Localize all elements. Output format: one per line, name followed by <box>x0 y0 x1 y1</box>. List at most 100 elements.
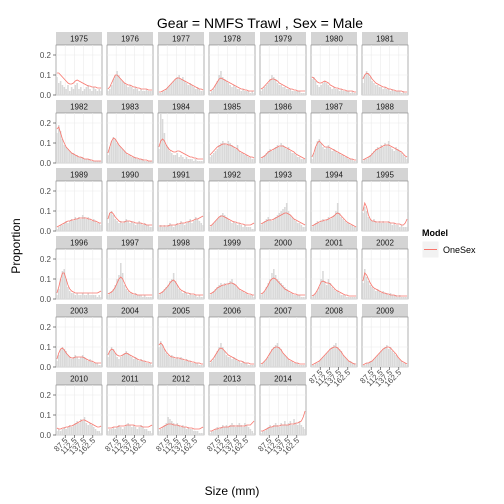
bar-observed <box>118 275 120 299</box>
bar-observed <box>276 215 279 231</box>
bar-observed <box>145 297 148 299</box>
y-tick-label: 0.0 <box>40 431 52 440</box>
bar-observed <box>194 431 197 435</box>
panel-2011: 2011 <box>106 372 154 436</box>
bar-observed <box>67 427 69 435</box>
bar-observed <box>245 155 248 163</box>
bar-observed <box>367 217 370 231</box>
bar-observed <box>225 81 228 95</box>
bar-observed <box>280 349 282 367</box>
bar-observed <box>171 279 173 299</box>
bar-observed <box>240 425 242 435</box>
panel-strip-label: 2003 <box>70 307 88 316</box>
bar-observed <box>349 225 352 231</box>
bar-observed <box>347 159 350 163</box>
bar-observed <box>125 219 128 231</box>
bar-observed <box>344 157 346 163</box>
panel-strip-label: 1992 <box>223 171 241 180</box>
bar-observed <box>375 357 377 367</box>
bar-observed <box>253 365 255 367</box>
bar-observed <box>210 293 213 299</box>
bar-observed <box>395 295 397 299</box>
bar-observed <box>244 155 246 163</box>
bar-observed <box>386 223 388 231</box>
bar-observed <box>57 227 60 231</box>
bar-observed <box>145 363 148 367</box>
y-tick-label: 0.2 <box>40 187 52 196</box>
bar-observed <box>180 79 182 95</box>
bar-observed <box>387 349 390 367</box>
bar-observed <box>67 287 69 299</box>
bar-observed <box>406 297 408 299</box>
bar-observed <box>273 219 275 231</box>
line-predicted-onesex <box>158 279 204 296</box>
panel-1984: 1984 <box>157 100 205 164</box>
line-predicted-onesex <box>362 201 408 226</box>
bar-observed <box>231 279 233 299</box>
bar-observed <box>178 225 180 231</box>
bar-observed <box>278 427 281 435</box>
bar-observed <box>311 365 313 367</box>
panel-strip <box>362 236 408 249</box>
bar-observed <box>67 355 69 367</box>
bar-observed <box>223 283 226 299</box>
bar-observed <box>169 357 171 367</box>
bar-observed <box>189 83 191 95</box>
bar-observed <box>81 157 84 163</box>
bar-observed <box>185 157 188 163</box>
bar-observed <box>220 215 222 231</box>
bar-observed <box>161 91 164 95</box>
bar-observed <box>367 157 370 163</box>
bar-observed <box>338 213 341 231</box>
bar-observed <box>143 429 146 435</box>
bar-observed <box>159 293 162 299</box>
panel-strip-label: 2010 <box>70 375 88 384</box>
bar-observed <box>59 81 62 95</box>
bar-observed <box>108 89 111 95</box>
bar-observed <box>300 93 303 95</box>
bar-observed <box>123 221 126 231</box>
bar-observed <box>400 361 403 367</box>
bar-observed <box>404 297 407 299</box>
bar-observed <box>363 269 366 299</box>
bar-observed <box>285 203 288 231</box>
bar-observed <box>234 285 237 299</box>
bar-observed <box>158 149 160 163</box>
bar-observed <box>233 85 235 95</box>
bar-observed <box>180 427 182 435</box>
panel-2014: 2014 <box>259 372 307 436</box>
panel-strip <box>56 168 102 181</box>
panel-1988: 1988 <box>361 100 409 164</box>
bar-observed <box>391 225 394 231</box>
bar-observed <box>373 151 375 163</box>
bar-observed <box>94 429 97 435</box>
bar-observed <box>274 423 277 435</box>
bar-observed <box>209 433 211 435</box>
bar-observed <box>227 283 230 299</box>
bar-observed <box>333 215 335 231</box>
bar-observed <box>210 91 213 95</box>
bar-observed <box>384 347 386 367</box>
bar-observed <box>282 87 284 95</box>
bar-observed <box>127 155 129 163</box>
bar-observed <box>159 113 162 163</box>
panel-1990: 1990 <box>106 168 154 232</box>
bar-observed <box>380 87 383 95</box>
line-predicted-onesex <box>311 76 357 93</box>
line-predicted-onesex <box>260 212 306 226</box>
bar-observed <box>176 77 179 95</box>
bar-observed <box>291 361 293 367</box>
bar-observed <box>194 295 197 299</box>
bar-observed <box>312 225 315 231</box>
bar-observed <box>212 359 215 367</box>
bar-observed <box>131 293 133 299</box>
bar-observed <box>74 295 77 299</box>
bar-observed <box>242 89 244 95</box>
bar-observed <box>194 217 197 231</box>
bar-observed <box>120 221 122 231</box>
bar-observed <box>298 365 301 367</box>
bar-observed <box>218 217 220 231</box>
bar-observed <box>83 295 86 299</box>
panel-2003: 2003 <box>55 304 103 368</box>
bar-observed <box>212 153 215 163</box>
